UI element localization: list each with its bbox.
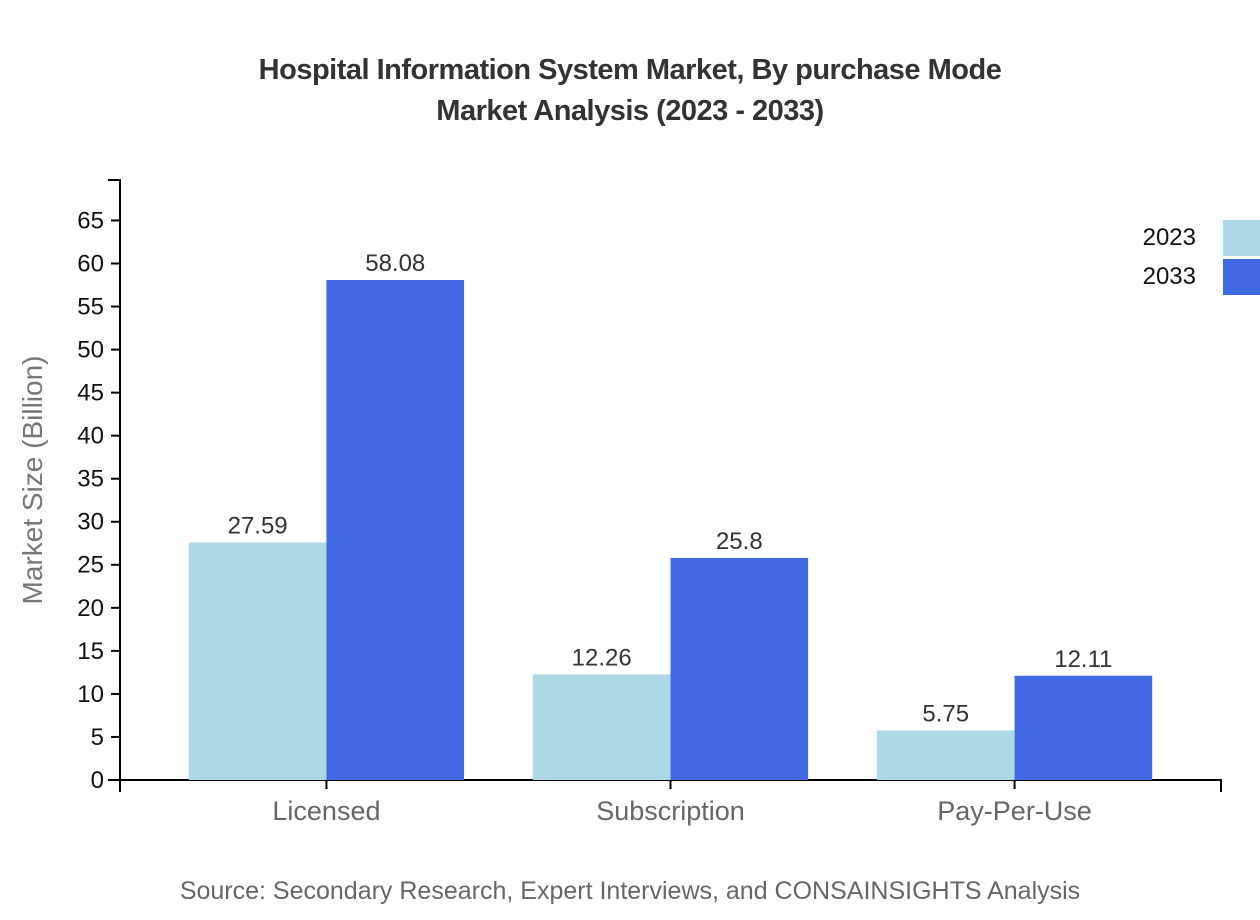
y-axis-line	[108, 179, 121, 781]
bar-2033-pay-per-use	[1014, 675, 1153, 780]
value-label: 12.11	[1054, 646, 1112, 673]
y-tick-label: 30	[77, 509, 104, 536]
chart-title-line1: Hospital Information System Market, By p…	[258, 54, 1002, 86]
bar-2023-subscription	[532, 674, 671, 780]
legend-label-2033: 2033	[1142, 263, 1196, 290]
y-tick-label: 40	[77, 423, 104, 450]
value-label: 5.75	[922, 701, 969, 728]
y-tick-label: 25	[77, 552, 104, 579]
value-label: 25.8	[716, 528, 763, 555]
y-tick-label: 45	[77, 380, 104, 407]
x-category-label: Pay-Per-Use	[937, 796, 1092, 826]
y-tick-label: 65	[77, 207, 104, 234]
value-label: 12.26	[572, 644, 632, 671]
legend-item-2033: 2033	[1136, 259, 1260, 295]
bar-2033-subscription	[670, 557, 809, 780]
legend-swatch-2033	[1223, 259, 1260, 295]
chart-title: Hospital Information System Market, By p…	[0, 50, 1260, 132]
x-category-label: Licensed	[272, 796, 380, 826]
legend-item-2023: 2023	[1136, 220, 1260, 256]
y-tick-label: 15	[77, 638, 104, 665]
source-note: Source: Secondary Research, Expert Inter…	[179, 877, 1081, 905]
y-tick-label: 0	[91, 767, 104, 794]
x-category-label: Subscription	[596, 796, 745, 826]
chart-title-line2: Market Analysis (2023 - 2033)	[436, 95, 824, 127]
y-tick-label: 35	[77, 466, 104, 493]
bar-2033-licensed	[326, 280, 465, 780]
legend-swatch-2023	[1223, 220, 1260, 256]
value-label: 58.08	[365, 250, 425, 277]
value-label: 27.59	[228, 512, 288, 539]
legend-label-2023: 2023	[1142, 224, 1196, 251]
y-tick-label: 50	[77, 337, 104, 364]
y-tick-label: 55	[77, 293, 104, 320]
y-tick-label: 20	[77, 595, 104, 622]
legend: 2023 2033	[1136, 220, 1260, 298]
bar-2023-pay-per-use	[876, 730, 1015, 780]
y-tick-label: 60	[77, 250, 104, 277]
y-tick-label: 5	[91, 724, 104, 751]
bar-2023-licensed	[188, 542, 327, 780]
y-tick-label: 10	[77, 681, 104, 708]
